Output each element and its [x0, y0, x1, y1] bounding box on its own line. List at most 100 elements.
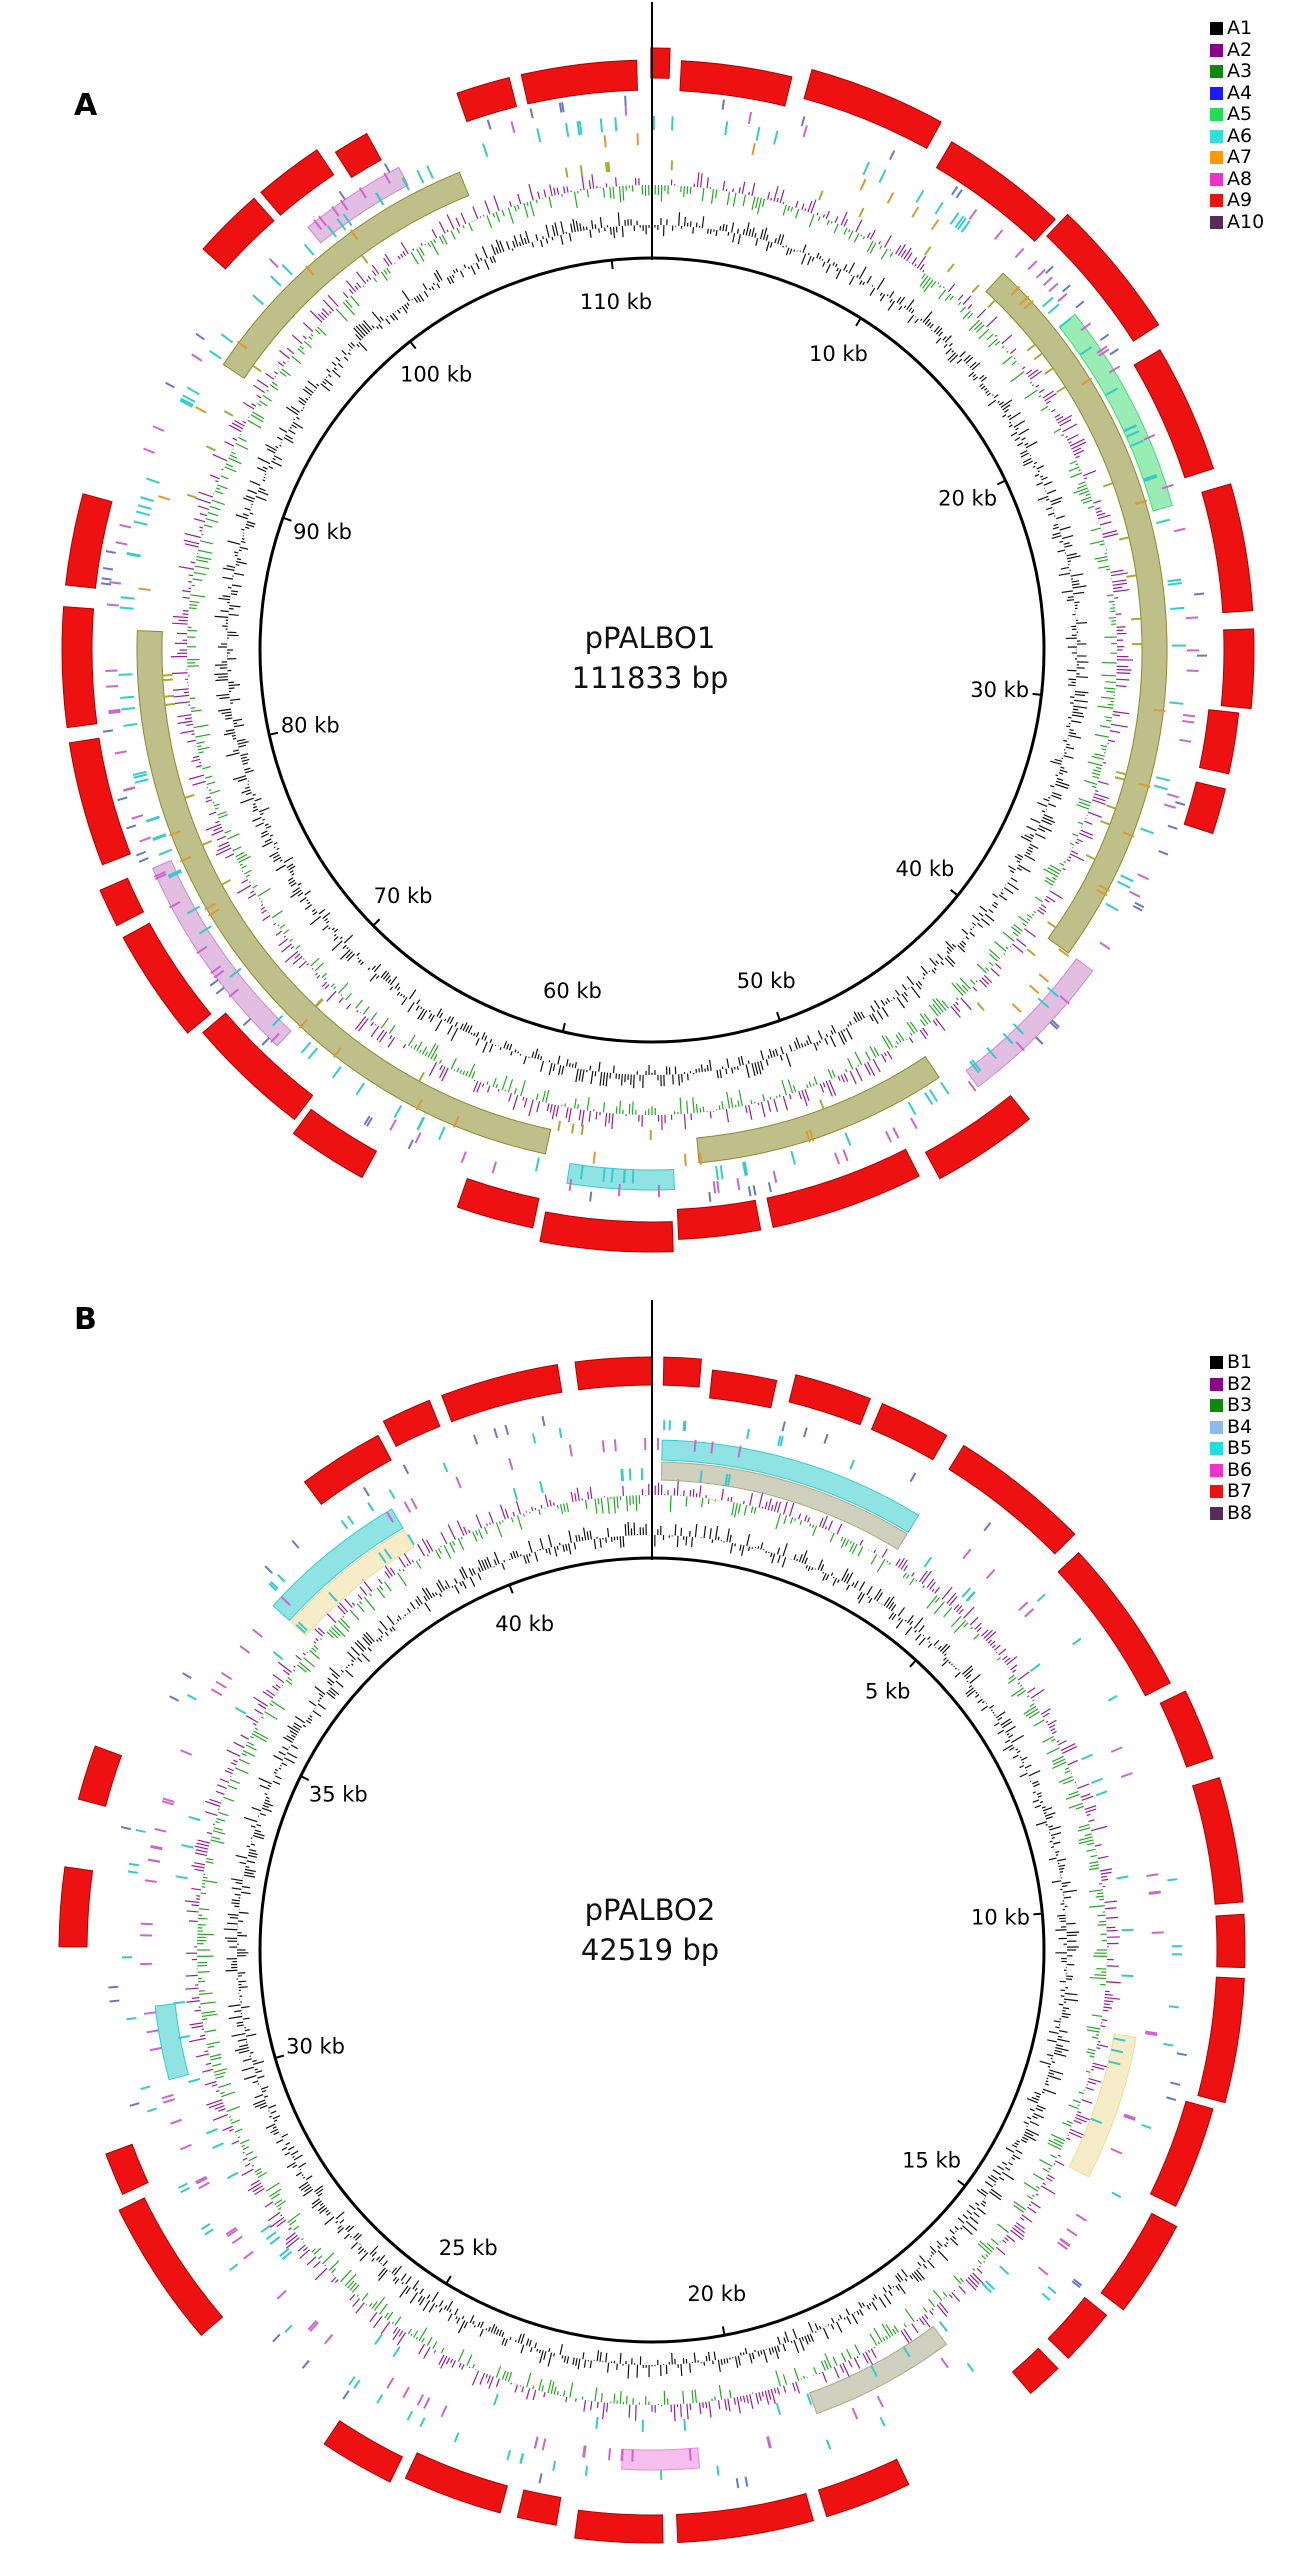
gc-skew-bar	[1026, 918, 1031, 922]
gc-skew-bar	[782, 2385, 787, 2393]
gc-skew-bar	[356, 2294, 359, 2297]
gc-skew-bar	[926, 1578, 935, 1588]
gc-skew-bar	[242, 401, 255, 410]
gc-skew-bar	[376, 1029, 385, 1041]
feature-tick	[115, 541, 128, 546]
gc-skew-bar	[378, 1578, 383, 1585]
gc-skew-bar	[548, 196, 553, 209]
gc-content-bar	[255, 822, 264, 828]
gc-content-bar	[860, 1011, 866, 1019]
gc-skew-bar	[1028, 1711, 1040, 1719]
gc-content-bar	[927, 2259, 935, 2269]
gc-content-bar	[760, 2350, 763, 2355]
gc-content-bar	[807, 255, 812, 266]
gc-skew-bar	[929, 2310, 934, 2316]
gc-skew-bar	[750, 1506, 754, 1513]
legend-entry: A9	[1210, 189, 1264, 212]
gc-content-bar	[407, 1608, 411, 1613]
gc-content-bar	[1008, 1747, 1015, 1751]
gc-content-bar	[349, 349, 351, 351]
gc-content-bar	[362, 1637, 371, 1646]
gc-skew-bar	[569, 2382, 574, 2398]
gc-skew-bar	[209, 1798, 222, 1804]
gc-skew-bar	[1078, 801, 1091, 807]
gc-skew-bar	[990, 2238, 999, 2246]
gc-content-bar	[288, 865, 296, 871]
gc-skew-bar	[228, 424, 242, 433]
gc-content-bar	[843, 264, 848, 271]
gc-skew-bar	[953, 2289, 956, 2292]
gc-content-bar	[414, 2287, 418, 2292]
feature-tick	[519, 2453, 524, 2464]
feature-tick	[1169, 701, 1184, 705]
gc-content-bar	[824, 1038, 829, 1045]
gc-skew-bar	[396, 2332, 407, 2346]
gc-skew-bar	[269, 384, 279, 391]
gc-skew-bar	[322, 2252, 335, 2265]
gc-content-bar	[262, 479, 266, 482]
gc-content-bar	[392, 2276, 397, 2282]
gc-content-bar	[674, 1524, 677, 1536]
gc-content-bar	[399, 2285, 409, 2298]
gc-content-bar	[1053, 2020, 1061, 2023]
feature-tick	[180, 2143, 192, 2151]
gc-content-bar	[290, 2150, 299, 2156]
gc-skew-bar	[959, 2277, 964, 2283]
feature-tick	[1107, 1695, 1118, 1702]
gc-skew-bar	[872, 1058, 881, 1073]
gc-content-bar	[1035, 833, 1046, 840]
gc-skew-bar	[1051, 1730, 1057, 1735]
gc-skew-bar	[1029, 370, 1043, 380]
gc-skew-bar	[1103, 2003, 1110, 2006]
feature-tick	[225, 2226, 237, 2236]
feature-tick	[114, 750, 127, 755]
gc-content-bar	[245, 2033, 257, 2037]
gene-arc	[1011, 2347, 1059, 2394]
gc-content-bar	[258, 487, 266, 492]
gc-content-bar	[994, 1722, 1000, 1727]
gc-skew-bar	[214, 2105, 225, 2110]
gc-content-bar	[261, 1807, 272, 1813]
gc-content-bar	[609, 1072, 612, 1079]
feature-tick	[452, 1116, 460, 1128]
gc-skew-bar	[223, 1796, 235, 1802]
gc-content-bar	[245, 792, 252, 796]
gene-arc	[441, 1364, 563, 1423]
gc-content-bar	[979, 383, 984, 388]
feature-tick	[133, 520, 148, 526]
gc-skew-bar	[410, 2333, 413, 2337]
gc-skew-bar	[303, 2241, 305, 2243]
gc-content-bar	[1068, 678, 1077, 681]
gc-content-bar	[547, 2352, 553, 2367]
gc-content-bar	[273, 856, 282, 863]
gc-content-bar	[241, 1885, 251, 1889]
gc-skew-bar	[205, 518, 219, 523]
gc-content-bar	[515, 1550, 519, 1558]
gc-content-bar	[373, 963, 382, 973]
gc-skew-bar	[770, 197, 773, 201]
gc-content-bar	[1054, 758, 1063, 763]
gc-content-bar	[765, 1550, 767, 1554]
gc-skew-bar	[1092, 769, 1101, 773]
feature-tick	[1057, 292, 1068, 303]
gc-skew-bar	[1112, 586, 1123, 590]
gc-skew-bar	[196, 555, 212, 561]
gc-content-bar	[953, 1665, 955, 1668]
gc-skew-bar	[528, 184, 534, 201]
gc-skew-bar	[733, 2397, 737, 2405]
gc-skew-bar	[525, 2388, 531, 2400]
gc-skew-bar	[549, 1104, 553, 1113]
feature-tick	[1102, 482, 1114, 488]
gc-skew-bar	[834, 216, 839, 223]
feature-tick	[1116, 770, 1127, 776]
gc-content-bar	[239, 1861, 247, 1865]
gc-content-bar	[311, 2198, 321, 2205]
gc-skew-bar	[387, 1036, 396, 1048]
gc-skew-bar	[229, 1778, 240, 1784]
gc-skew-bar	[213, 826, 223, 832]
gc-skew-bar	[909, 1577, 915, 1586]
gc-skew-bar	[807, 1517, 811, 1523]
gc-content-bar	[276, 847, 280, 851]
gc-content-bar	[354, 1642, 365, 1652]
gc-content-bar	[243, 2074, 257, 2080]
